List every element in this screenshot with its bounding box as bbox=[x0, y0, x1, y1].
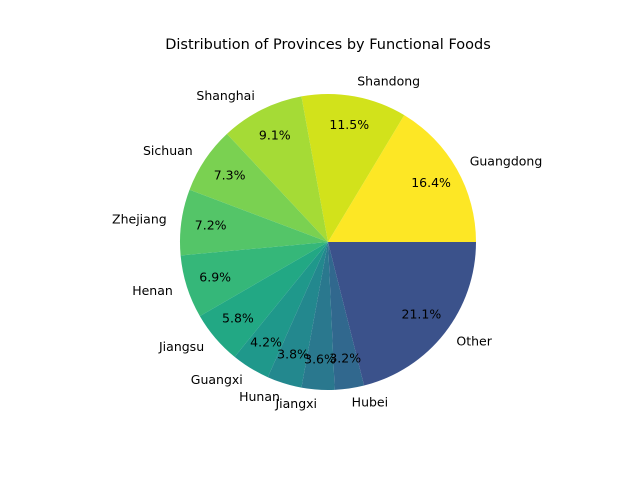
pie-slice-shandong bbox=[301, 93, 405, 242]
slice-percent-hubei: 3.2% bbox=[329, 351, 361, 366]
slice-label-guangdong: Guangdong bbox=[470, 153, 543, 168]
slice-percent-zhejiang: 7.2% bbox=[195, 218, 227, 233]
slice-label-shanghai: Shanghai bbox=[196, 88, 254, 103]
slice-percent-other: 21.1% bbox=[402, 306, 442, 321]
slice-percent-jiangxi: 3.6% bbox=[304, 352, 336, 367]
slice-label-zhejiang: Zhejiang bbox=[112, 212, 167, 227]
pie-labels: Guangdong Shandong Shanghai Sichuan Zhejiang… bbox=[112, 73, 542, 411]
slice-label-shandong: Shandong bbox=[357, 73, 420, 88]
slice-label-guangxi: Guangxi bbox=[191, 372, 243, 387]
slice-percent-shanghai: 9.1% bbox=[259, 128, 291, 143]
pie-slice-guangxi bbox=[234, 242, 328, 378]
slice-percent-hunan: 3.8% bbox=[277, 347, 309, 362]
pie-slice-jiangsu bbox=[199, 242, 328, 357]
slice-label-hubei: Hubei bbox=[352, 395, 388, 410]
pie-slice-other bbox=[328, 242, 476, 386]
pie-slice-shanghai bbox=[226, 96, 328, 242]
slice-label-sichuan: Sichuan bbox=[143, 143, 193, 158]
pie-slices bbox=[179, 93, 476, 390]
pie-slice-sichuan bbox=[189, 133, 328, 242]
pie-slice-zhejiang bbox=[179, 189, 328, 256]
pie-slice-jiangxi bbox=[301, 242, 335, 390]
pie-slice-henan bbox=[180, 242, 328, 317]
slice-label-hunan: Hunan bbox=[239, 389, 280, 404]
pie-slice-guangdong bbox=[328, 115, 476, 242]
slice-percent-jiangsu: 5.8% bbox=[222, 310, 254, 325]
pie-slice-hunan bbox=[267, 242, 328, 388]
chart-title: Distribution of Provinces by Functional … bbox=[165, 37, 491, 53]
slice-label-henan: Henan bbox=[132, 283, 173, 298]
slice-percent-shandong: 11.5% bbox=[329, 117, 369, 132]
slice-percent-guangdong: 16.4% bbox=[411, 175, 451, 190]
slice-label-jiangsu: Jiangsu bbox=[158, 339, 204, 354]
slice-label-other: Other bbox=[456, 334, 492, 349]
slice-label-jiangxi: Jiangxi bbox=[274, 396, 317, 411]
slice-percent-guangxi: 4.2% bbox=[250, 334, 282, 349]
slice-percent-sichuan: 7.3% bbox=[214, 168, 246, 183]
pie-percent-labels: 16.4%11.5%9.1%7.3%7.2%6.9%5.8%4.2%3.8%3.… bbox=[195, 117, 451, 367]
pie-slice-hubei bbox=[328, 242, 365, 390]
slice-percent-henan: 6.9% bbox=[199, 269, 231, 284]
